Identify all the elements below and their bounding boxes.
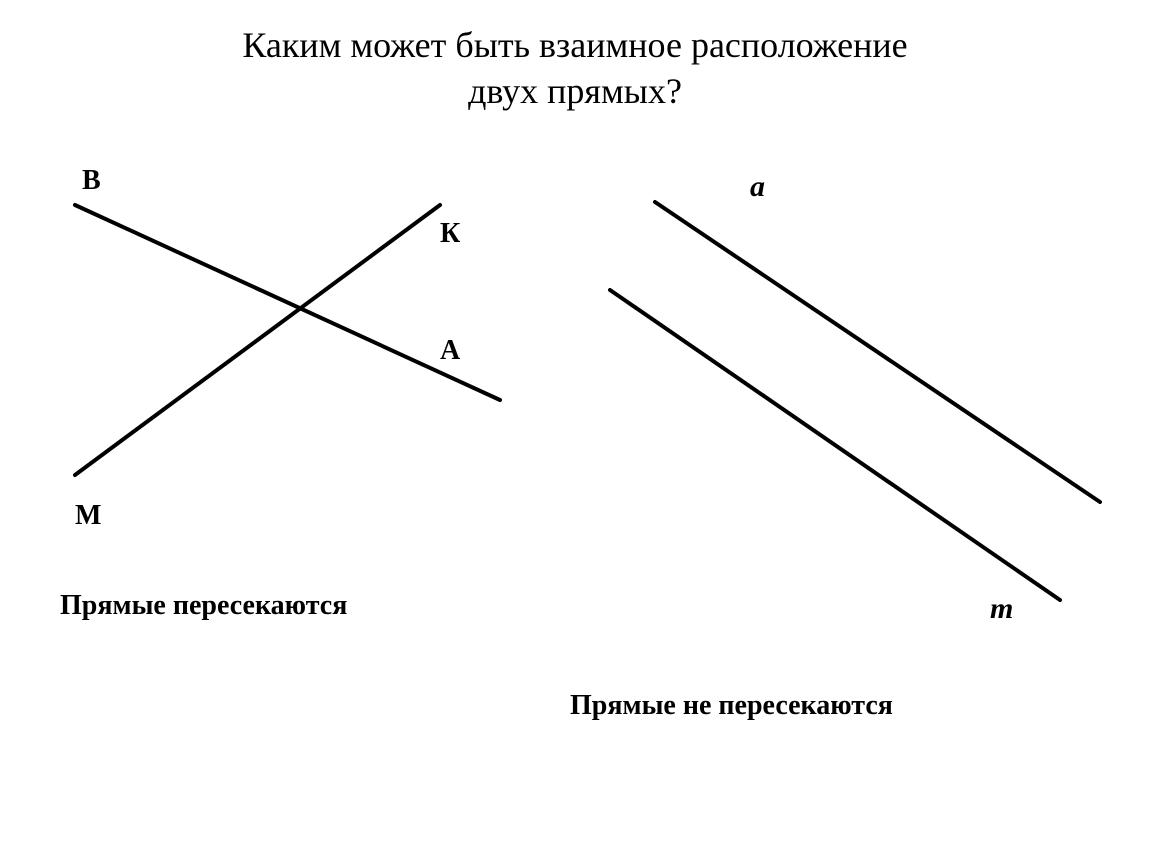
point-label-K: К [440, 218, 460, 250]
diagram-canvas [0, 0, 1150, 864]
point-label-B: В [82, 165, 101, 197]
caption-parallel: Прямые не пересекаются [570, 690, 893, 722]
point-label-M: М [75, 500, 101, 532]
line-label-m: m [990, 592, 1013, 626]
point-label-A: А [440, 335, 460, 367]
caption-intersecting: Прямые пересекаются [60, 590, 347, 622]
line-label-a: a [750, 170, 765, 204]
